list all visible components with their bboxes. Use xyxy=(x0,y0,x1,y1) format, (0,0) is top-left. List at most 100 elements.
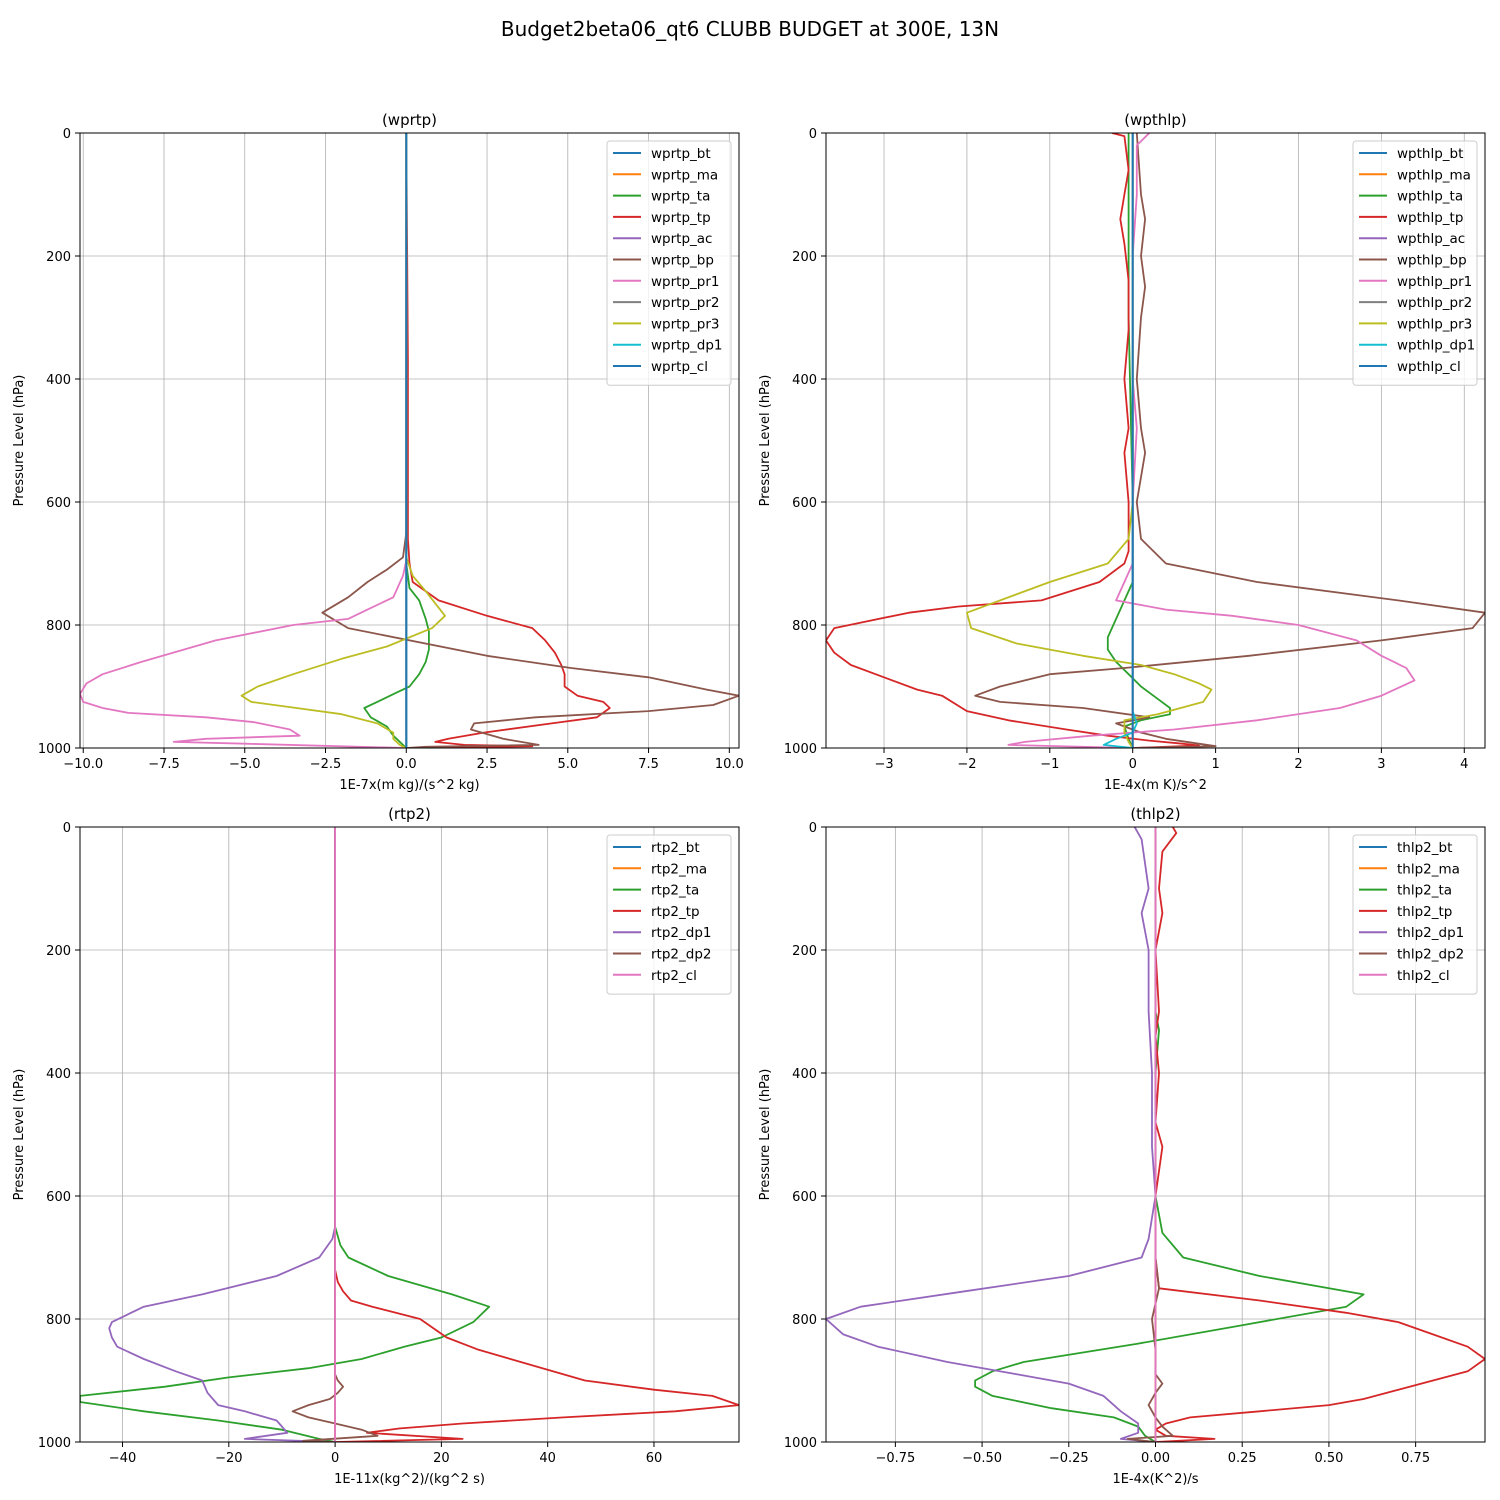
legend-entry: rtp2_dp2 xyxy=(651,947,711,963)
x-tick-label: 1 xyxy=(1211,757,1219,772)
legend-entry: wprtp_pr1 xyxy=(651,274,719,290)
y-tick-label: 400 xyxy=(46,373,71,388)
x-tick-label: −3 xyxy=(874,757,893,772)
y-tick-label: 800 xyxy=(792,1313,817,1328)
x-tick-label: −7.5 xyxy=(148,757,180,772)
axes-frame xyxy=(79,132,740,749)
subplot-4: −0.75 −0.50 −0.25 0.00 0.25 0.50 0.75 0 200 400 60… xyxy=(758,805,1486,1487)
x-axis-label: 1E-4x(K^2)/s xyxy=(1112,1472,1198,1487)
series-line-rtp2_ta xyxy=(80,827,491,1442)
x-axis-label: 1E-7x(m kg)/(s^2 kg) xyxy=(339,778,479,793)
x-tick-label: 2.5 xyxy=(477,757,498,772)
x-tick-label: −2 xyxy=(957,757,976,772)
series-line-rtp2_dp1 xyxy=(108,827,337,1442)
x-tick-label: 2 xyxy=(1294,757,1302,772)
y-axis-label: Pressure Level (hPa) xyxy=(758,375,773,507)
x-tick-label: 4 xyxy=(1460,757,1468,772)
y-axis-label: Pressure Level (hPa) xyxy=(12,375,27,507)
series-group xyxy=(80,827,739,1442)
x-tick-label: −2.5 xyxy=(310,757,342,772)
legend-entry: wpthlp_ma xyxy=(1397,167,1471,183)
legend-entry: thlp2_bt xyxy=(1397,840,1452,856)
legend-entry: wprtp_ta xyxy=(651,189,710,205)
legend-entry: wprtp_pr2 xyxy=(651,295,719,311)
x-tick-label: 0 xyxy=(331,1451,339,1466)
y-tick-label: 1000 xyxy=(784,742,817,757)
x-tick-label: 0.25 xyxy=(1228,1451,1257,1466)
legend-entry: rtp2_ta xyxy=(651,883,699,899)
legend: thlp2_bt thlp2_ma thlp2_ta thlp2_tp thlp2_dp… xyxy=(1352,834,1478,995)
y-tick-label: 0 xyxy=(809,127,817,142)
y-tick-label: 0 xyxy=(809,821,817,836)
legend-entry: wpthlp_cl xyxy=(1397,359,1461,375)
y-axis-label: Pressure Level (hPa) xyxy=(758,1069,773,1201)
y-tick-label: 600 xyxy=(46,496,71,511)
y-tick-label: 200 xyxy=(792,944,817,959)
legend: wpthlp_bt wpthlp_ma wpthlp_ta wpthlp_tpwpth… xyxy=(1352,140,1478,386)
x-tick-label: 20 xyxy=(433,1451,450,1466)
x-tick-label: 0.0 xyxy=(396,757,417,772)
x-tick-label: 5.0 xyxy=(557,757,578,772)
legend-entry: wpthlp_dp1 xyxy=(1397,338,1475,354)
subplot-title: (rtp2) xyxy=(388,805,431,823)
subplot-title: (thlp2) xyxy=(1130,805,1180,823)
subplot-grid: −10.0 −7.5 −5.0 −2.5 0.0 2.5 5.0 7.5 10.00200400… xyxy=(12,111,1486,1487)
y-tick-label: 1000 xyxy=(38,1436,71,1451)
y-tick-label: 800 xyxy=(46,619,71,634)
legend-entry: wprtp_ac xyxy=(651,231,712,247)
legend-entry: wprtp_bp xyxy=(651,253,714,269)
legend-entry: thlp2_tp xyxy=(1397,904,1452,920)
y-tick-label: 200 xyxy=(46,250,71,265)
y-tick-label: 600 xyxy=(792,496,817,511)
x-tick-label: 40 xyxy=(539,1451,556,1466)
legend-entry: wpthlp_ac xyxy=(1397,231,1465,247)
legend-entry: rtp2_cl xyxy=(651,968,697,984)
legend-entry: thlp2_ta xyxy=(1397,883,1452,899)
y-axis-label: Pressure Level (hPa) xyxy=(12,1069,27,1201)
axes-frame xyxy=(79,826,740,1443)
series-group xyxy=(826,827,1485,1442)
legend-entry: thlp2_dp2 xyxy=(1397,947,1464,963)
legend-entry: rtp2_bt xyxy=(651,840,700,856)
legend-entry: rtp2_tp xyxy=(651,904,700,920)
legend-entry: wpthlp_pr3 xyxy=(1397,316,1472,332)
legend: wprtp_bt wprtp_ma wprtp_ta wprtp_tp wprtp_ac… xyxy=(606,140,732,386)
x-tick-label: −0.75 xyxy=(875,1451,915,1466)
legend-entry: wpthlp_pr1 xyxy=(1397,274,1472,290)
x-tick-label: −0.25 xyxy=(1049,1451,1089,1466)
series-line-wpthlp_pr3 xyxy=(966,133,1213,748)
x-tick-label: −40 xyxy=(109,1451,136,1466)
legend-entry: thlp2_cl xyxy=(1397,968,1450,984)
axes-frame xyxy=(825,132,1486,749)
legend: rtp2_bt rtp2_ma rtp2_ta rtp2_tp rtp2_dp1 rtp2… xyxy=(606,834,732,995)
legend-entry: thlp2_dp1 xyxy=(1397,925,1464,941)
x-tick-label: 0 xyxy=(1129,757,1137,772)
legend-entry: wpthlp_bp xyxy=(1397,253,1467,269)
legend-entry: wprtp_tp xyxy=(651,210,711,226)
legend-entry: wpthlp_pr2 xyxy=(1397,295,1472,311)
legend-entry: rtp2_dp1 xyxy=(651,925,711,941)
legend-entry: wprtp_cl xyxy=(651,359,708,375)
y-tick-label: 600 xyxy=(46,1190,71,1205)
series-line-wpthlp_bp xyxy=(974,133,1485,748)
y-tick-label: 1000 xyxy=(38,742,71,757)
series-line-wpthlp_tp xyxy=(826,133,1200,748)
series-line-rtp2_dp2 xyxy=(291,827,379,1442)
x-tick-label: 7.5 xyxy=(638,757,659,772)
y-tick-label: 200 xyxy=(46,944,71,959)
series-group xyxy=(826,133,1485,748)
series-line-thlp2_dp1 xyxy=(826,827,1157,1442)
legend-entry: wpthlp_bt xyxy=(1397,146,1463,162)
subplot-1: −10.0 −7.5 −5.0 −2.5 0.0 2.5 5.0 7.5 10.0 0 200 400… xyxy=(12,111,744,793)
y-tick-label: 200 xyxy=(792,250,817,265)
series-line-wprtp_pr1 xyxy=(80,133,408,748)
series-line-wprtp_bp xyxy=(321,133,739,748)
legend-entry: wprtp_bt xyxy=(651,146,711,162)
x-tick-label: 10.0 xyxy=(715,757,744,772)
x-tick-label: −20 xyxy=(215,1451,242,1466)
legend-entry: wprtp_dp1 xyxy=(651,338,723,354)
y-tick-label: 400 xyxy=(792,1067,817,1082)
subplot-title: (wprtp) xyxy=(382,111,437,129)
